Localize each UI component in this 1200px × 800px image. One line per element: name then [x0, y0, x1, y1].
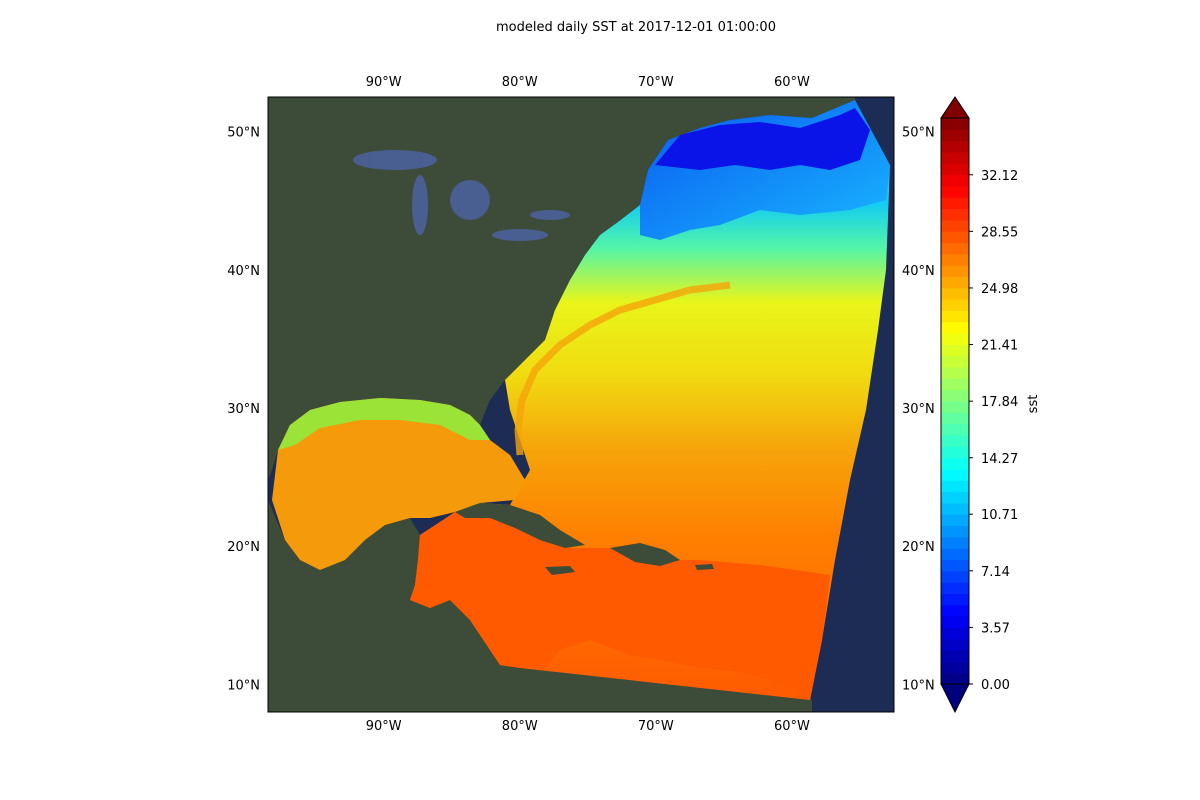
map-panel — [268, 97, 894, 712]
colorbar-band — [941, 650, 969, 662]
colorbar-band — [941, 333, 969, 345]
colorbar-label: sst — [1026, 395, 1041, 414]
colorbar-tick-label: 3.57 — [981, 621, 1010, 636]
colorbar-band — [941, 299, 969, 311]
colorbar-band — [941, 265, 969, 277]
colorbar-band — [941, 163, 969, 176]
sst-gulf-of-mexico — [272, 398, 525, 570]
colorbar-band — [941, 412, 969, 425]
colorbar-tick-label: 7.14 — [981, 565, 1010, 580]
colorbar-band — [941, 151, 969, 164]
colorbar-tick-label: 0.00 — [981, 678, 1010, 693]
colorbar-band — [941, 423, 969, 436]
colorbar-band — [941, 389, 969, 402]
colorbar-band — [941, 638, 969, 651]
colorbar-tick-label: 10.71 — [981, 508, 1018, 523]
lon-tick-label-bottom: 90°W — [366, 719, 402, 734]
colorbar-band — [941, 525, 969, 538]
colorbar-band — [941, 604, 969, 617]
gulf-stream-core — [514, 281, 731, 456]
colorbar-tick-label: 24.98 — [981, 282, 1018, 297]
colorbar-band — [941, 378, 969, 391]
map-tick-labels: 90°W 90°W 80°W 80°W 70°W 70°W 60°W 60°W 10°N 10°N… — [227, 75, 935, 734]
colorbar-band — [941, 401, 969, 413]
colorbar-band — [941, 582, 969, 594]
lon-tick-label-top: 70°W — [638, 75, 674, 90]
sst-caribbean — [410, 512, 830, 700]
colorbar-band — [941, 185, 969, 198]
great-lakes — [353, 150, 570, 241]
colorbar-band — [941, 310, 969, 323]
colorbar-band — [941, 355, 969, 368]
colorbar-band — [941, 276, 969, 289]
sst-gulf-of-st-lawrence — [655, 108, 870, 170]
colorbar-band — [941, 208, 969, 221]
sst-field — [272, 100, 890, 700]
colorbar-band — [941, 344, 969, 357]
colorbar-band — [941, 536, 969, 549]
colorbar-band — [941, 242, 969, 255]
lat-tick-label-left: 40°N — [227, 264, 260, 279]
colorbar-band — [941, 118, 969, 130]
colorbar-band — [941, 197, 969, 210]
lat-tick-label-left: 10°N — [227, 678, 260, 693]
lat-tick-label-left: 50°N — [227, 126, 260, 141]
colorbar-band — [941, 468, 969, 481]
colorbar-tick-label: 28.55 — [981, 225, 1018, 240]
colorbar-band — [941, 491, 969, 504]
lat-tick-label-right: 30°N — [902, 402, 935, 417]
colorbar-band — [941, 457, 969, 470]
mexico-central-america-land — [268, 500, 812, 712]
lat-tick-label-left: 30°N — [227, 402, 260, 417]
colorbar-band — [941, 672, 969, 685]
colorbar-band — [941, 514, 969, 527]
colorbar-band — [941, 287, 969, 300]
colorbar-band — [941, 559, 969, 572]
colorbar-band — [941, 434, 969, 447]
colorbar-band — [941, 627, 969, 640]
lon-tick-label-bottom: 60°W — [774, 719, 810, 734]
colorbar-band — [941, 616, 969, 628]
colorbar-band — [941, 446, 969, 459]
colorbar-tick-label: 21.41 — [981, 339, 1018, 354]
colorbar: 0.00 3.57 7.14 10.71 14.27 17.84 21.41 24.98 28.… — [940, 96, 1041, 714]
colorbar-tick-labels: 0.00 3.57 7.14 10.71 14.27 17.84 21.41 24.98 28.… — [969, 169, 1018, 693]
lon-tick-label-bottom: 80°W — [502, 719, 538, 734]
lon-tick-label-top: 60°W — [774, 75, 810, 90]
colorbar-band — [941, 174, 969, 187]
colorbar-band — [941, 367, 969, 379]
colorbar-band — [941, 502, 969, 515]
colorbar-band — [941, 140, 969, 153]
colorbar-tick-label: 14.27 — [981, 452, 1018, 467]
plot-title: modeled daily SST at 2017-12-01 01:00:00 — [496, 20, 776, 35]
lat-tick-label-right: 50°N — [902, 126, 935, 141]
colorbar-band — [941, 129, 969, 142]
colorbar-band — [941, 593, 969, 606]
lon-tick-label-top: 90°W — [366, 75, 402, 90]
colorbar-band — [941, 253, 969, 266]
colorbar-band — [941, 548, 969, 560]
colorbar-band — [941, 231, 969, 244]
sst-gulf-shelf — [278, 398, 490, 450]
colorbar-tick-label: 17.84 — [981, 395, 1018, 410]
colorbar-extend-top — [940, 96, 970, 119]
colorbar-tick-label: 32.12 — [981, 169, 1018, 184]
colorbar-band — [941, 570, 969, 583]
lon-tick-label-bottom: 70°W — [638, 719, 674, 734]
colorbar-band — [941, 321, 969, 334]
lat-tick-label-right: 40°N — [902, 264, 935, 279]
map-frame — [267, 96, 895, 713]
lat-tick-label-left: 20°N — [227, 540, 260, 555]
lat-tick-label-right: 10°N — [902, 678, 935, 693]
colorbar-band — [941, 480, 969, 493]
colorbar-extend-bottom — [940, 683, 970, 714]
lon-tick-label-top: 80°W — [502, 75, 538, 90]
colorbar-band — [941, 219, 969, 232]
colorbar-band — [941, 661, 969, 674]
lat-tick-label-right: 20°N — [902, 540, 935, 555]
